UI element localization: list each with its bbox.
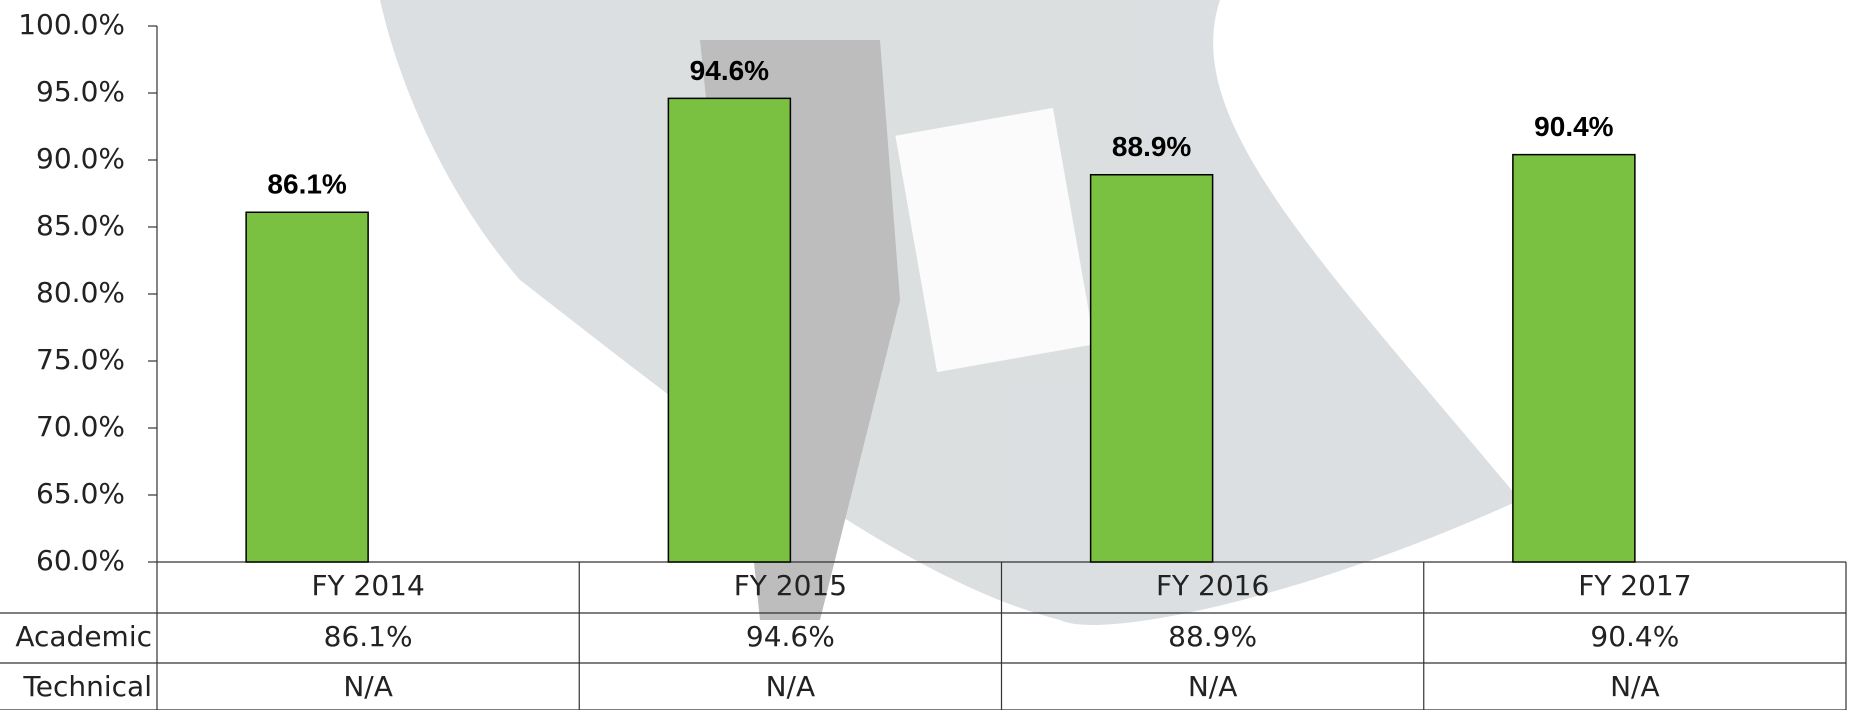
data-label: 88.9% <box>1112 131 1191 162</box>
table-cell: 88.9% <box>1168 620 1257 653</box>
table-cell: N/A <box>766 670 816 703</box>
x-tick-label: FY 2016 <box>1156 569 1269 602</box>
y-tick-label: 80.0% <box>36 276 125 309</box>
data-label: 86.1% <box>267 169 346 200</box>
table-cell: 90.4% <box>1590 620 1679 653</box>
table-cell: N/A <box>1188 670 1238 703</box>
x-tick-label: FY 2014 <box>311 569 424 602</box>
table-cell: 86.1% <box>324 620 413 653</box>
background-photo <box>380 0 1520 625</box>
table-cell: 94.6% <box>746 620 835 653</box>
bar <box>246 212 368 562</box>
data-label: 90.4% <box>1534 111 1613 142</box>
chart: 60.0% 65.0% 70.0% 75.0% 80.0% 85.0% 90.0% 95.0%… <box>0 0 1853 710</box>
y-tick-label: 65.0% <box>36 477 125 510</box>
y-tick-label: 60.0% <box>36 544 125 577</box>
y-tick-label: 85.0% <box>36 209 125 242</box>
data-label: 94.6% <box>690 55 769 86</box>
x-tick-label: FY 2017 <box>1578 569 1691 602</box>
y-tick-label: 75.0% <box>36 343 125 376</box>
y-tick-label: 70.0% <box>36 410 125 443</box>
y-tick-label: 95.0% <box>36 75 125 108</box>
bar <box>1091 175 1213 562</box>
x-tick-label: FY 2015 <box>734 569 847 602</box>
bar <box>668 98 790 562</box>
y-tick-label: 90.0% <box>36 142 125 175</box>
table-cell: N/A <box>1610 670 1660 703</box>
row-label: Academic <box>15 620 152 653</box>
page: 60.0% 65.0% 70.0% 75.0% 80.0% 85.0% 90.0% 95.0%… <box>0 0 1853 710</box>
table-cell: N/A <box>343 670 393 703</box>
y-tick-label: 100.0% <box>18 8 125 41</box>
bar <box>1513 155 1635 562</box>
row-label: Technical <box>22 670 152 703</box>
